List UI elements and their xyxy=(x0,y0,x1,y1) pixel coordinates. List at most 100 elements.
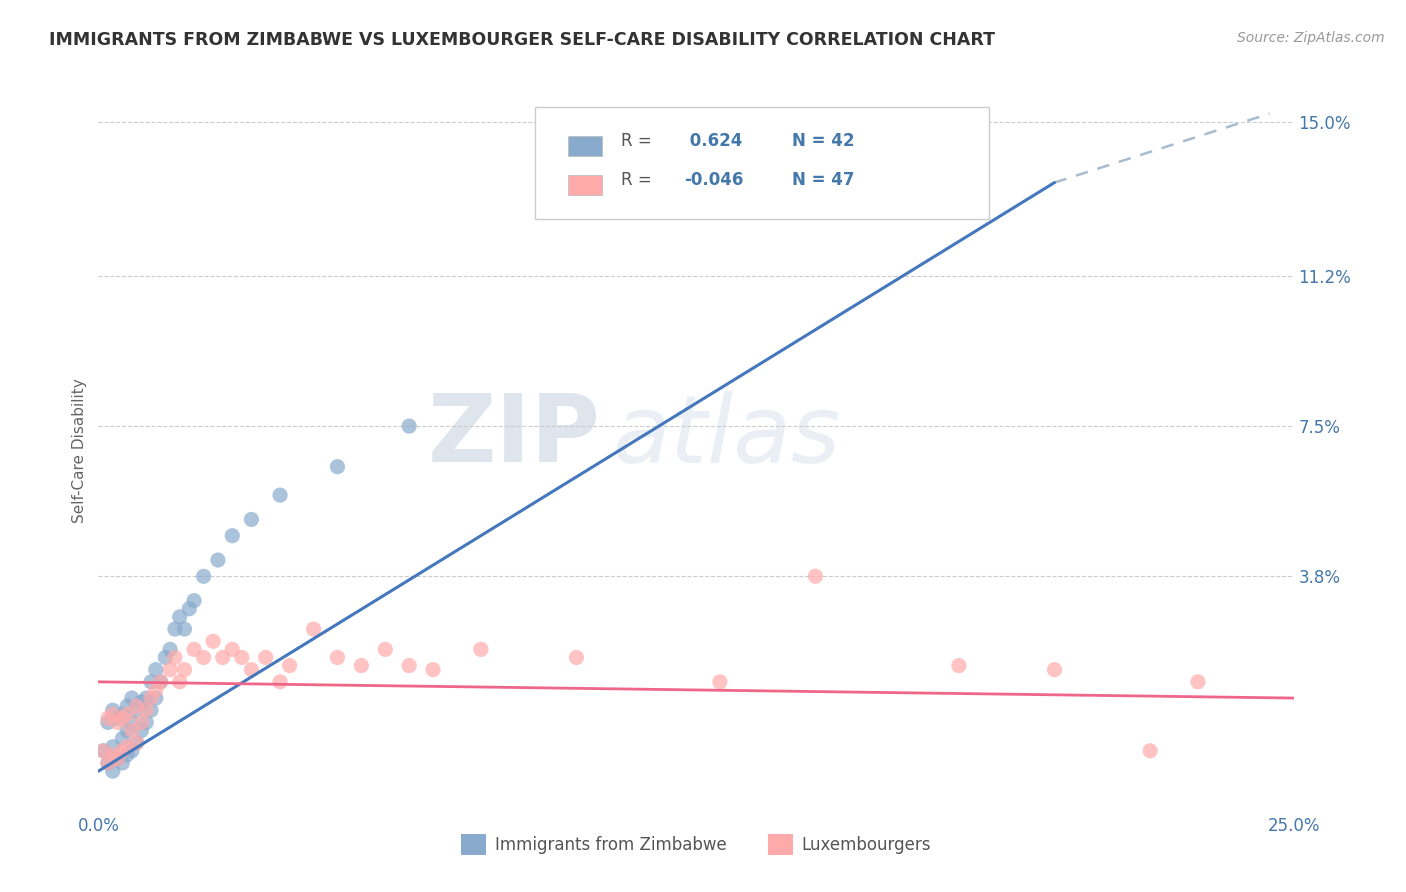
Point xyxy=(173,622,195,636)
Point xyxy=(240,512,263,526)
Point xyxy=(125,736,148,750)
Point xyxy=(131,695,153,709)
Text: IMMIGRANTS FROM ZIMBABWE VS LUXEMBOURGER SELF-CARE DISABILITY CORRELATION CHART: IMMIGRANTS FROM ZIMBABWE VS LUXEMBOURGER… xyxy=(49,31,995,49)
Point xyxy=(149,674,172,689)
Point xyxy=(350,658,373,673)
Point xyxy=(115,747,138,762)
Point xyxy=(139,691,162,706)
Text: 0.624: 0.624 xyxy=(685,132,742,151)
Point xyxy=(139,703,162,717)
Point xyxy=(97,756,120,770)
Point xyxy=(240,663,263,677)
Point xyxy=(125,699,148,714)
Point xyxy=(179,601,201,615)
Point xyxy=(115,699,138,714)
Point xyxy=(111,711,134,725)
Point xyxy=(159,642,181,657)
Point xyxy=(97,756,120,770)
Point xyxy=(221,642,243,657)
Point xyxy=(202,634,225,648)
Point xyxy=(115,723,138,738)
Point xyxy=(107,715,129,730)
Point xyxy=(149,674,172,689)
Point xyxy=(107,752,129,766)
Point xyxy=(1187,674,1209,689)
Point xyxy=(121,744,143,758)
Point xyxy=(565,650,588,665)
Point xyxy=(97,711,120,725)
Point xyxy=(135,703,157,717)
Point xyxy=(269,488,291,502)
Point xyxy=(111,707,134,722)
Point xyxy=(101,764,124,778)
Text: N = 47: N = 47 xyxy=(792,171,853,189)
Point xyxy=(125,736,148,750)
Point xyxy=(115,739,138,754)
Point xyxy=(221,529,243,543)
Point xyxy=(193,569,215,583)
FancyBboxPatch shape xyxy=(568,175,602,194)
Point xyxy=(398,658,420,673)
Point xyxy=(101,739,124,754)
Point xyxy=(163,650,186,665)
Point xyxy=(111,756,134,770)
Y-axis label: Self-Care Disability: Self-Care Disability xyxy=(72,378,87,523)
Point xyxy=(131,715,153,730)
Point xyxy=(948,658,970,673)
Point xyxy=(131,723,153,738)
Point xyxy=(254,650,277,665)
Point xyxy=(111,731,134,746)
Point xyxy=(211,650,233,665)
Point xyxy=(302,622,325,636)
Point xyxy=(326,650,349,665)
Point xyxy=(155,650,177,665)
Point xyxy=(183,593,205,607)
FancyBboxPatch shape xyxy=(568,136,602,156)
Point xyxy=(173,663,195,677)
Text: R =: R = xyxy=(620,171,651,189)
Text: R =: R = xyxy=(620,132,651,151)
Text: atlas: atlas xyxy=(613,391,841,482)
Point xyxy=(115,707,138,722)
Point xyxy=(111,744,134,758)
Point xyxy=(145,682,167,697)
Text: Source: ZipAtlas.com: Source: ZipAtlas.com xyxy=(1237,31,1385,45)
Point xyxy=(163,622,186,636)
Legend: Immigrants from Zimbabwe, Luxembourgers: Immigrants from Zimbabwe, Luxembourgers xyxy=(454,828,938,861)
Point xyxy=(278,658,301,673)
Point xyxy=(135,691,157,706)
Text: N = 42: N = 42 xyxy=(792,132,853,151)
Point xyxy=(91,744,114,758)
Point xyxy=(231,650,253,665)
Point xyxy=(422,663,444,677)
Point xyxy=(125,703,148,717)
Text: ZIP: ZIP xyxy=(427,390,600,482)
Point xyxy=(121,723,143,738)
Point xyxy=(1139,744,1161,758)
FancyBboxPatch shape xyxy=(534,107,988,219)
Point xyxy=(183,642,205,657)
Point xyxy=(101,707,124,722)
Point xyxy=(470,642,492,657)
Point xyxy=(1043,663,1066,677)
Point xyxy=(145,663,167,677)
Point xyxy=(398,419,420,434)
Text: -0.046: -0.046 xyxy=(685,171,744,189)
Point xyxy=(326,459,349,474)
Point xyxy=(121,691,143,706)
Point xyxy=(207,553,229,567)
Point xyxy=(193,650,215,665)
Point xyxy=(121,715,143,730)
Point xyxy=(374,642,396,657)
Point xyxy=(169,674,191,689)
Point xyxy=(804,569,827,583)
Point xyxy=(169,610,191,624)
Point xyxy=(709,674,731,689)
Point xyxy=(159,663,181,677)
Point xyxy=(107,711,129,725)
Point xyxy=(91,744,114,758)
Point xyxy=(101,703,124,717)
Point xyxy=(135,715,157,730)
Point xyxy=(269,674,291,689)
Point xyxy=(145,691,167,706)
